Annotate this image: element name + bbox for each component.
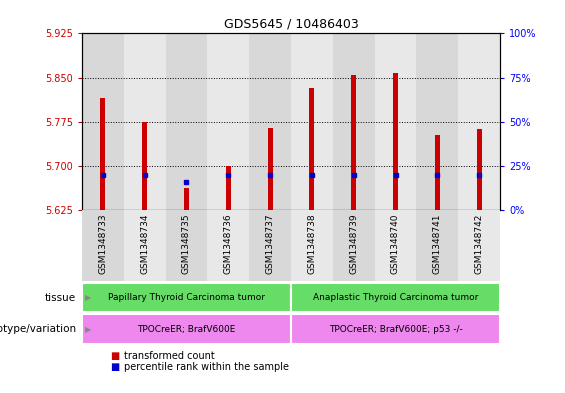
Bar [291,33,333,210]
Text: GSM1348741: GSM1348741 [433,214,442,274]
Text: GSM1348739: GSM1348739 [349,214,358,274]
Bar [291,210,333,281]
Bar [477,129,481,210]
Bar [393,73,398,210]
Bar [333,33,375,210]
Bar [375,210,416,281]
Bar [333,210,375,281]
Bar [101,98,105,210]
Bar [416,33,458,210]
Bar [82,33,124,210]
Text: transformed count: transformed count [124,351,215,361]
Bar [310,88,314,210]
Text: ■: ■ [110,351,119,361]
Title: GDS5645 / 10486403: GDS5645 / 10486403 [224,18,358,31]
Bar [291,283,500,312]
Bar [291,314,500,344]
Bar [82,283,291,312]
Bar [124,210,166,281]
Bar [82,314,291,344]
Bar [416,210,458,281]
Text: Papillary Thyroid Carcinoma tumor: Papillary Thyroid Carcinoma tumor [108,293,265,302]
Bar [166,33,207,210]
Bar [184,188,189,210]
Bar [249,210,291,281]
Bar [207,210,249,281]
Bar [458,210,500,281]
Text: GSM1348736: GSM1348736 [224,214,233,274]
Text: ▶: ▶ [85,325,92,334]
Text: GSM1348733: GSM1348733 [98,214,107,274]
Bar [82,210,124,281]
Bar [249,33,291,210]
Bar [375,33,416,210]
Text: TPOCreER; BrafV600E: TPOCreER; BrafV600E [137,325,236,334]
Bar [351,75,356,210]
Bar [458,33,500,210]
Bar [124,33,166,210]
Text: ▶: ▶ [85,293,92,302]
Text: percentile rank within the sample: percentile rank within the sample [124,362,289,373]
Text: Anaplastic Thyroid Carcinoma tumor: Anaplastic Thyroid Carcinoma tumor [313,293,478,302]
Text: GSM1348742: GSM1348742 [475,214,484,274]
Bar [435,135,440,210]
Bar [226,166,231,210]
Bar [142,122,147,210]
Text: GSM1348734: GSM1348734 [140,214,149,274]
Bar [166,210,207,281]
Text: TPOCreER; BrafV600E; p53 -/-: TPOCreER; BrafV600E; p53 -/- [329,325,462,334]
Text: tissue: tissue [45,293,76,303]
Bar [268,128,272,210]
Bar [207,33,249,210]
Text: genotype/variation: genotype/variation [0,324,76,334]
Text: GSM1348737: GSM1348737 [266,214,275,274]
Text: GSM1348740: GSM1348740 [391,214,400,274]
Text: GSM1348738: GSM1348738 [307,214,316,274]
Text: GSM1348735: GSM1348735 [182,214,191,274]
Text: ■: ■ [110,362,119,373]
